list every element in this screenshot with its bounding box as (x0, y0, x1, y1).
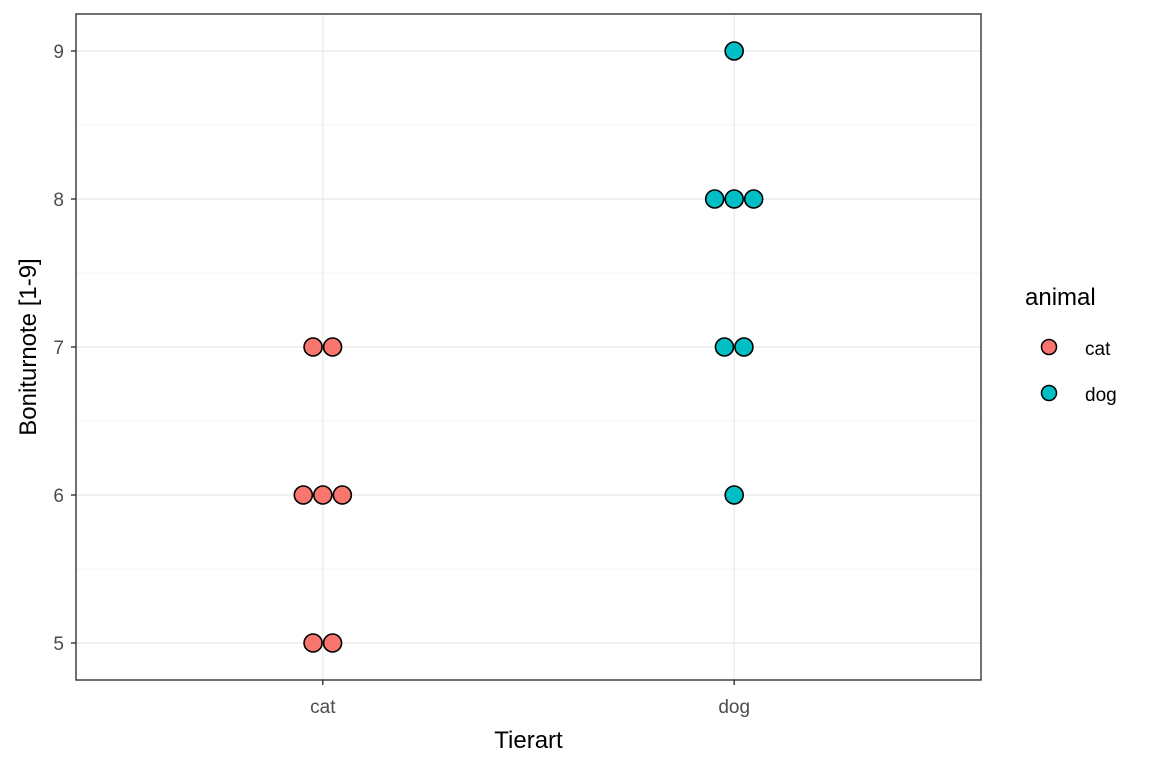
y-tick-label: 8 (53, 190, 64, 211)
data-point-cat (322, 633, 343, 653)
x-tick-label: cat (310, 697, 336, 718)
data-point-cat (303, 337, 323, 357)
grid-layer (76, 14, 981, 680)
legend-label-cat: cat (1085, 339, 1111, 360)
data-point-dog (724, 189, 744, 209)
data-point-cat (332, 485, 353, 505)
y-tick-label: 9 (53, 42, 64, 63)
y-tick-label: 7 (53, 338, 64, 359)
data-point-cat (303, 633, 323, 653)
data-point-cat (293, 485, 314, 505)
points-layer (293, 41, 764, 653)
legend: animal cat dog (1025, 284, 1117, 406)
data-point-dog (743, 189, 764, 209)
data-point-dog (704, 189, 725, 209)
y-axis-title: Boniturnote [1-9] (15, 258, 42, 435)
x-tick-label: dog (718, 697, 750, 718)
y-axis: 5 6 7 8 9 (53, 42, 76, 655)
y-tick-label: 5 (53, 634, 64, 655)
legend-label-dog: dog (1085, 385, 1117, 406)
legend-title: animal (1025, 284, 1096, 311)
data-point-dog (724, 41, 744, 61)
x-axis-title: Tierart (494, 727, 563, 754)
legend-key-dog (1040, 384, 1058, 402)
data-point-dog (734, 337, 754, 357)
legend-key-cat (1040, 338, 1058, 356)
data-point-cat (313, 485, 333, 505)
data-point-dog (714, 337, 735, 357)
data-point-cat (322, 337, 343, 357)
y-tick-label: 6 (53, 486, 64, 507)
x-axis: cat dog (310, 680, 750, 718)
data-point-dog (724, 485, 744, 505)
